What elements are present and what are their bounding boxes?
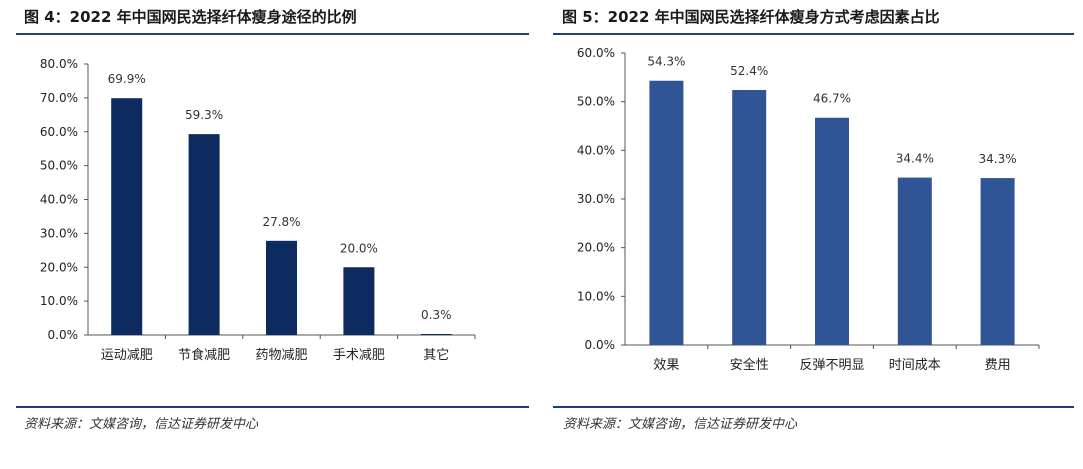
y-tick-label: 10.0% (577, 289, 615, 303)
y-tick-label: 20.0% (577, 241, 615, 255)
figure-5-panel: 图 5：2022 年中国网民选择纤体瘦身方式考虑因素占比 0.0% 10.0% 20… (541, 0, 1083, 469)
figure-5-bar-chart: 0.0% 10.0% 20.0% 30.0% 40.0% 50.0% 60.0% 54.3% 效… (577, 46, 1040, 373)
y-tick-label: 20.0% (40, 260, 78, 274)
y-tick-label: 70.0% (40, 91, 78, 105)
bar (815, 117, 849, 345)
x-category-label: 运动减肥 (101, 348, 153, 363)
bar (897, 177, 932, 345)
bar-value-label: 34.3% (979, 152, 1017, 166)
x-category-label: 费用 (985, 358, 1011, 373)
y-tick-label: 60.0% (577, 46, 615, 60)
figure-5-top-rule (553, 33, 1074, 35)
bar-value-label: 52.4% (730, 64, 768, 78)
bar (649, 80, 684, 346)
bar-value-label: 27.8% (262, 215, 300, 229)
y-tick-label: 50.0% (40, 159, 78, 173)
y-tick-label: 10.0% (40, 294, 78, 308)
bar (111, 98, 143, 335)
bar-value-label: 0.3% (421, 308, 452, 322)
x-category-label: 节食减肥 (178, 347, 230, 363)
y-tick-label: 80.0% (40, 57, 78, 71)
x-category-label: 其它 (423, 347, 449, 363)
figure-5-bottom-rule (553, 406, 1074, 408)
figure-4-bottom-rule (16, 406, 529, 408)
bar (980, 178, 1015, 345)
figure-5-title: 图 5：2022 年中国网民选择纤体瘦身方式考虑因素占比 (562, 8, 940, 26)
y-tick-label: 0.0% (585, 338, 616, 352)
bar (420, 333, 452, 335)
bar (343, 267, 375, 335)
bar-value-label: 69.9% (108, 72, 146, 86)
y-tick-label: 30.0% (577, 192, 615, 206)
bar-value-label: 54.3% (647, 55, 685, 69)
y-tick-label: 50.0% (577, 95, 615, 109)
bar-value-label: 59.3% (185, 108, 223, 122)
x-category-label: 药物减肥 (255, 348, 307, 363)
bar-value-label: 20.0% (340, 241, 378, 255)
x-category-label: 效果 (653, 358, 679, 373)
bar (266, 240, 297, 335)
bar (732, 89, 767, 345)
y-tick-label: 40.0% (40, 193, 78, 207)
y-tick-label: 0.0% (48, 328, 79, 342)
figure-5-source: 资料来源：文媒咨询，信达证券研发中心 (563, 417, 798, 432)
y-tick-label: 30.0% (40, 226, 78, 240)
bar-value-label: 34.4% (896, 152, 934, 166)
figure-4-panel: 图 4：2022 年中国网民选择纤体瘦身途径的比例 0.0% 10.0% 20.0%… (0, 0, 541, 469)
figure-4-title: 图 4：2022 年中国网民选择纤体瘦身途径的比例 (24, 8, 357, 26)
x-category-label: 时间成本 (889, 358, 941, 373)
y-tick-label: 60.0% (40, 125, 78, 139)
x-category-label: 手术减肥 (333, 348, 385, 363)
y-tick-label: 40.0% (577, 143, 615, 157)
bar (188, 134, 220, 335)
x-category-label: 反弹不明显 (799, 358, 864, 373)
figure-4-top-rule (16, 33, 529, 35)
figure-4-source: 资料来源：文媒咨询，信达证券研发中心 (24, 417, 259, 432)
figure-4-bar-chart: 0.0% 10.0% 20.0% 30.0% 40.0% 50.0% 60.0% 70.0% 8… (40, 57, 476, 363)
bar-value-label: 46.7% (813, 92, 851, 106)
x-category-label: 安全性 (730, 357, 769, 373)
